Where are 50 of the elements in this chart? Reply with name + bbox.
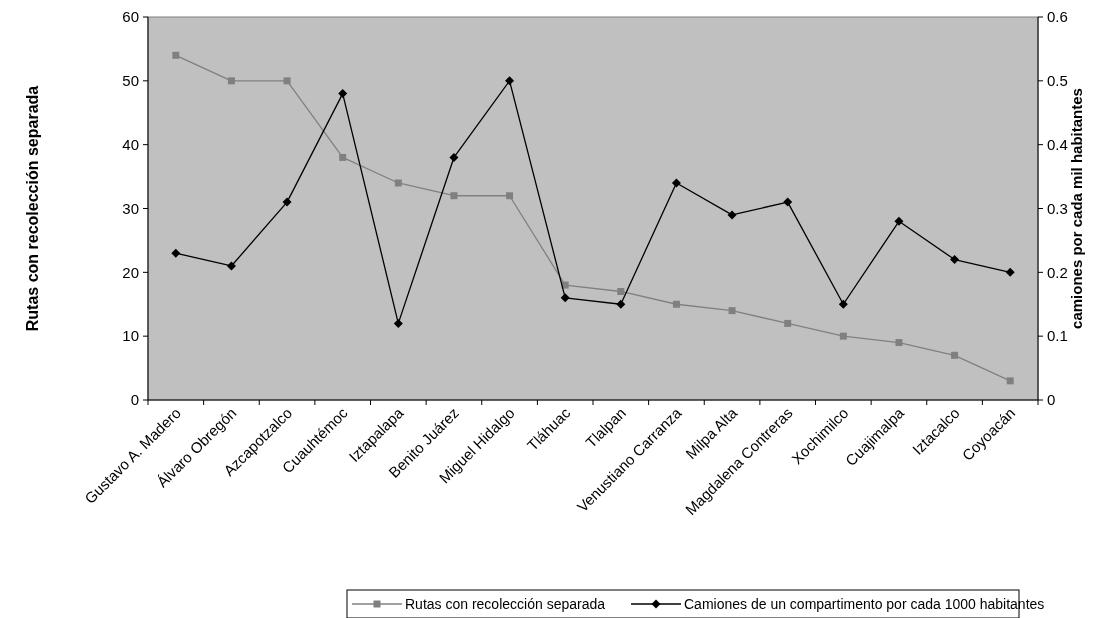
point [838,299,848,309]
point [783,197,793,207]
point [727,210,737,220]
point [894,216,904,226]
point [895,339,903,347]
y2-tick-label: 0 [1047,391,1056,409]
point [671,178,681,188]
point [506,192,514,200]
y-tick-label: 20 [122,263,139,281]
legend-label: Rutas con recolección separada [405,595,606,612]
point [338,89,348,99]
point [617,287,625,295]
y2-tick-label: 0.1 [1047,327,1068,345]
y-tick-label: 40 [122,135,139,153]
point [950,255,960,265]
point [561,281,569,289]
point [172,51,180,59]
y2-tick-label: 0.5 [1047,72,1068,90]
point [283,77,291,85]
point [1006,377,1014,385]
point [393,318,403,328]
y-axis-title: Rutas con recolección separada [24,85,41,332]
point [282,197,292,207]
point [171,248,181,258]
legend-label: Camiones de un compartimento por cada 1000 habitantes [684,595,1045,612]
point [226,261,236,271]
point [227,77,235,85]
y2-tick-label: 0.3 [1047,199,1068,217]
y-tick-label: 50 [122,72,139,90]
point [839,332,847,340]
point [560,293,570,303]
point [449,152,459,162]
point [505,76,515,86]
y2-tick-label: 0.4 [1047,135,1068,153]
point [951,351,959,359]
y2-tick-label: 0.6 [1047,8,1068,26]
point [450,192,458,200]
y2-axis-title: camiones por cada mil habitantes [1068,88,1085,329]
point [339,153,347,161]
point [616,299,626,309]
y-tick-label: 30 [122,199,139,217]
point [394,179,402,187]
point [728,307,736,315]
point [784,319,792,327]
y-tick-label: 60 [122,8,139,26]
point [1005,267,1015,277]
y-tick-label: 10 [122,327,139,345]
y-tick-label: 0 [130,391,139,409]
y2-tick-label: 0.2 [1047,263,1068,281]
point [672,300,680,308]
